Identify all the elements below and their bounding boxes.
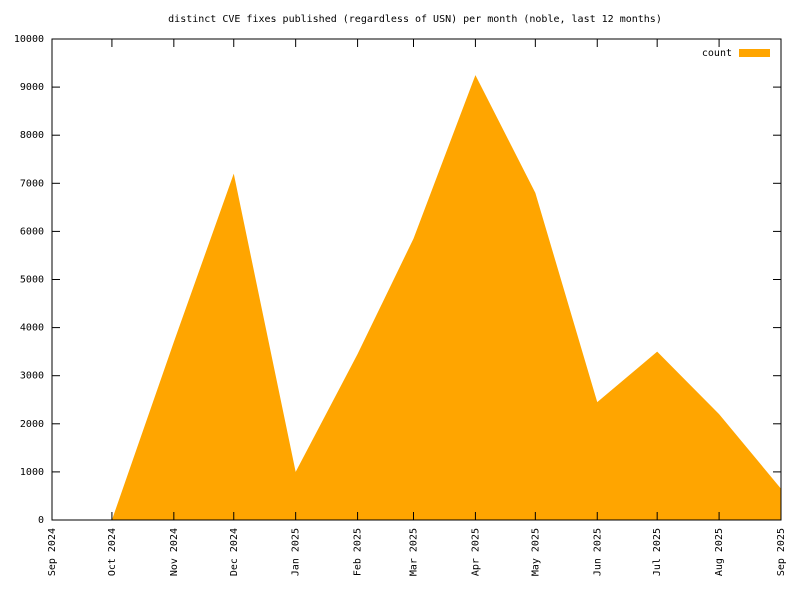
x-tick-label: Aug 2025 <box>714 528 725 576</box>
y-tick-label: 6000 <box>20 226 44 237</box>
y-tick-label: 4000 <box>20 323 44 334</box>
y-tick-label: 8000 <box>20 130 44 141</box>
x-tick-label: Jan 2025 <box>291 528 302 576</box>
legend-label: count <box>702 48 732 59</box>
x-tick-label: Dec 2024 <box>229 528 240 576</box>
y-tick-label: 3000 <box>20 371 44 382</box>
legend-swatch <box>739 49 770 57</box>
y-tick-label: 2000 <box>20 419 44 430</box>
x-tick-label: Mar 2025 <box>409 528 420 576</box>
x-tick-label: Jul 2025 <box>652 528 663 576</box>
y-tick-label: 7000 <box>20 178 44 189</box>
x-tick-label: Apr 2025 <box>470 528 481 576</box>
x-tick-label: Feb 2025 <box>353 528 364 576</box>
x-tick-label: May 2025 <box>530 528 541 576</box>
area <box>111 75 782 520</box>
y-tick-label: 10000 <box>14 34 44 45</box>
y-tick-label: 1000 <box>20 467 44 478</box>
x-tick-label: Nov 2024 <box>169 528 180 576</box>
x-tick-label: Jun 2025 <box>592 528 603 576</box>
x-tick-label: Sep 2024 <box>47 528 58 576</box>
y-tick-label: 9000 <box>20 82 44 93</box>
chart-title: distinct CVE fixes published (regardless… <box>168 14 662 25</box>
y-tick-label: 5000 <box>20 275 44 286</box>
y-tick-label: 0 <box>38 515 44 526</box>
x-tick-label: Sep 2025 <box>776 528 787 576</box>
x-tick-label: Oct 2024 <box>107 528 118 576</box>
